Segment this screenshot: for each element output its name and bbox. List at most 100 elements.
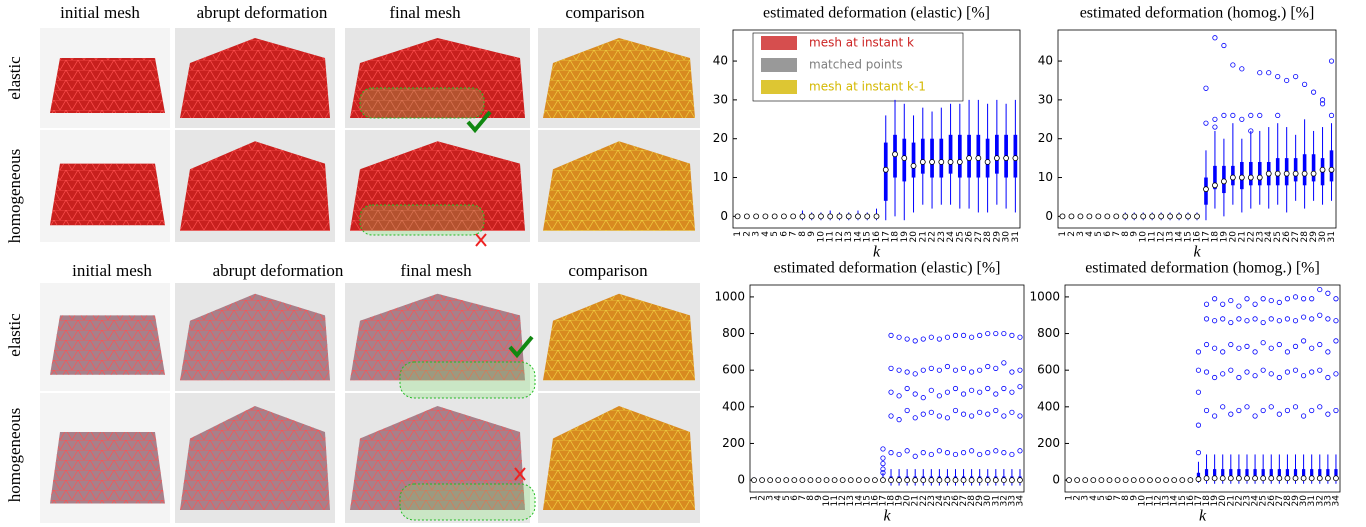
outlier — [1221, 350, 1225, 354]
y-tick-label: 30 — [1038, 92, 1053, 106]
median — [985, 160, 990, 165]
median — [1266, 171, 1271, 176]
outlier — [913, 372, 917, 376]
median — [1275, 171, 1280, 176]
outlier — [1334, 297, 1338, 301]
outlier — [1002, 414, 1006, 418]
outlier — [1204, 317, 1208, 321]
median — [1147, 478, 1152, 483]
outlier — [945, 416, 949, 420]
outlier — [953, 386, 957, 390]
chart-title: estimated deformation (elastic) [%] — [773, 260, 1000, 277]
outlier — [1309, 297, 1313, 301]
outlier — [1269, 372, 1273, 376]
outlier — [937, 449, 941, 453]
box — [912, 143, 916, 178]
median — [1009, 478, 1014, 483]
median — [1123, 214, 1128, 219]
column-heading: initial mesh — [60, 3, 140, 22]
box — [939, 139, 943, 178]
median — [1212, 183, 1217, 188]
outlier — [986, 364, 990, 368]
outlier — [1258, 113, 1262, 117]
legend-swatch — [761, 80, 797, 94]
median — [763, 214, 768, 219]
outlier — [937, 394, 941, 398]
column-heading: comparison — [568, 261, 648, 280]
median — [902, 156, 907, 161]
outlier — [889, 366, 893, 370]
outlier — [905, 386, 909, 390]
outlier — [1293, 405, 1297, 409]
outlier — [945, 390, 949, 394]
median — [897, 478, 902, 483]
outlier — [994, 449, 998, 453]
outlier — [1229, 320, 1233, 324]
figure: initial mesh abrupt deformation final me… — [0, 0, 1366, 527]
median — [1123, 478, 1128, 483]
median — [816, 478, 821, 483]
box — [995, 135, 999, 174]
row-label: homogeneous — [5, 149, 24, 243]
outlier — [1326, 412, 1330, 416]
outlier — [1010, 410, 1014, 414]
median — [1261, 476, 1266, 481]
median — [1013, 156, 1018, 161]
outlier — [913, 339, 917, 343]
outlier — [1010, 452, 1014, 456]
median — [1186, 214, 1191, 219]
chart-title: estimated deformation (homog.) [%] — [1080, 5, 1315, 22]
outlier — [1229, 298, 1233, 302]
median — [1083, 478, 1088, 483]
outlier — [897, 335, 901, 339]
median — [1159, 214, 1164, 219]
outlier — [1277, 319, 1281, 323]
chart-title: estimated deformation (elastic) [%] — [763, 5, 990, 22]
outlier — [929, 410, 933, 414]
median — [1069, 214, 1074, 219]
outlier — [1334, 339, 1338, 343]
outlier — [1245, 319, 1249, 323]
outlier — [1301, 297, 1305, 301]
outlier — [1318, 342, 1322, 346]
mesh — [50, 58, 165, 113]
outlier — [1277, 375, 1281, 379]
median — [1284, 171, 1289, 176]
outlier — [1231, 63, 1235, 67]
outlier — [1261, 408, 1265, 412]
outlier — [921, 450, 925, 454]
median — [1311, 171, 1316, 176]
outlier — [1204, 342, 1208, 346]
box — [930, 139, 934, 178]
median — [1091, 478, 1096, 483]
outlier — [1309, 370, 1313, 374]
outlier — [897, 417, 901, 421]
outlier — [1240, 67, 1244, 71]
median — [1075, 478, 1080, 483]
outlier — [1212, 375, 1216, 379]
median — [1172, 478, 1177, 483]
median — [1141, 214, 1146, 219]
median — [993, 478, 998, 483]
outlier — [1245, 344, 1249, 348]
outlier — [905, 337, 909, 341]
median — [1017, 478, 1022, 483]
outlier — [913, 454, 917, 458]
outlier — [1261, 320, 1265, 324]
outlier — [1277, 300, 1281, 304]
outlier — [1329, 113, 1333, 117]
outlier — [1301, 339, 1305, 343]
median — [930, 160, 935, 165]
outlier — [1229, 368, 1233, 372]
outlier — [1269, 298, 1273, 302]
median — [824, 478, 829, 483]
outlier — [1002, 331, 1006, 335]
median — [1301, 476, 1306, 481]
outlier — [897, 452, 901, 456]
median — [967, 156, 972, 161]
outlier — [1277, 412, 1281, 416]
outlier — [1301, 315, 1305, 319]
outlier — [937, 368, 941, 372]
median — [1067, 478, 1072, 483]
median — [1156, 478, 1161, 483]
